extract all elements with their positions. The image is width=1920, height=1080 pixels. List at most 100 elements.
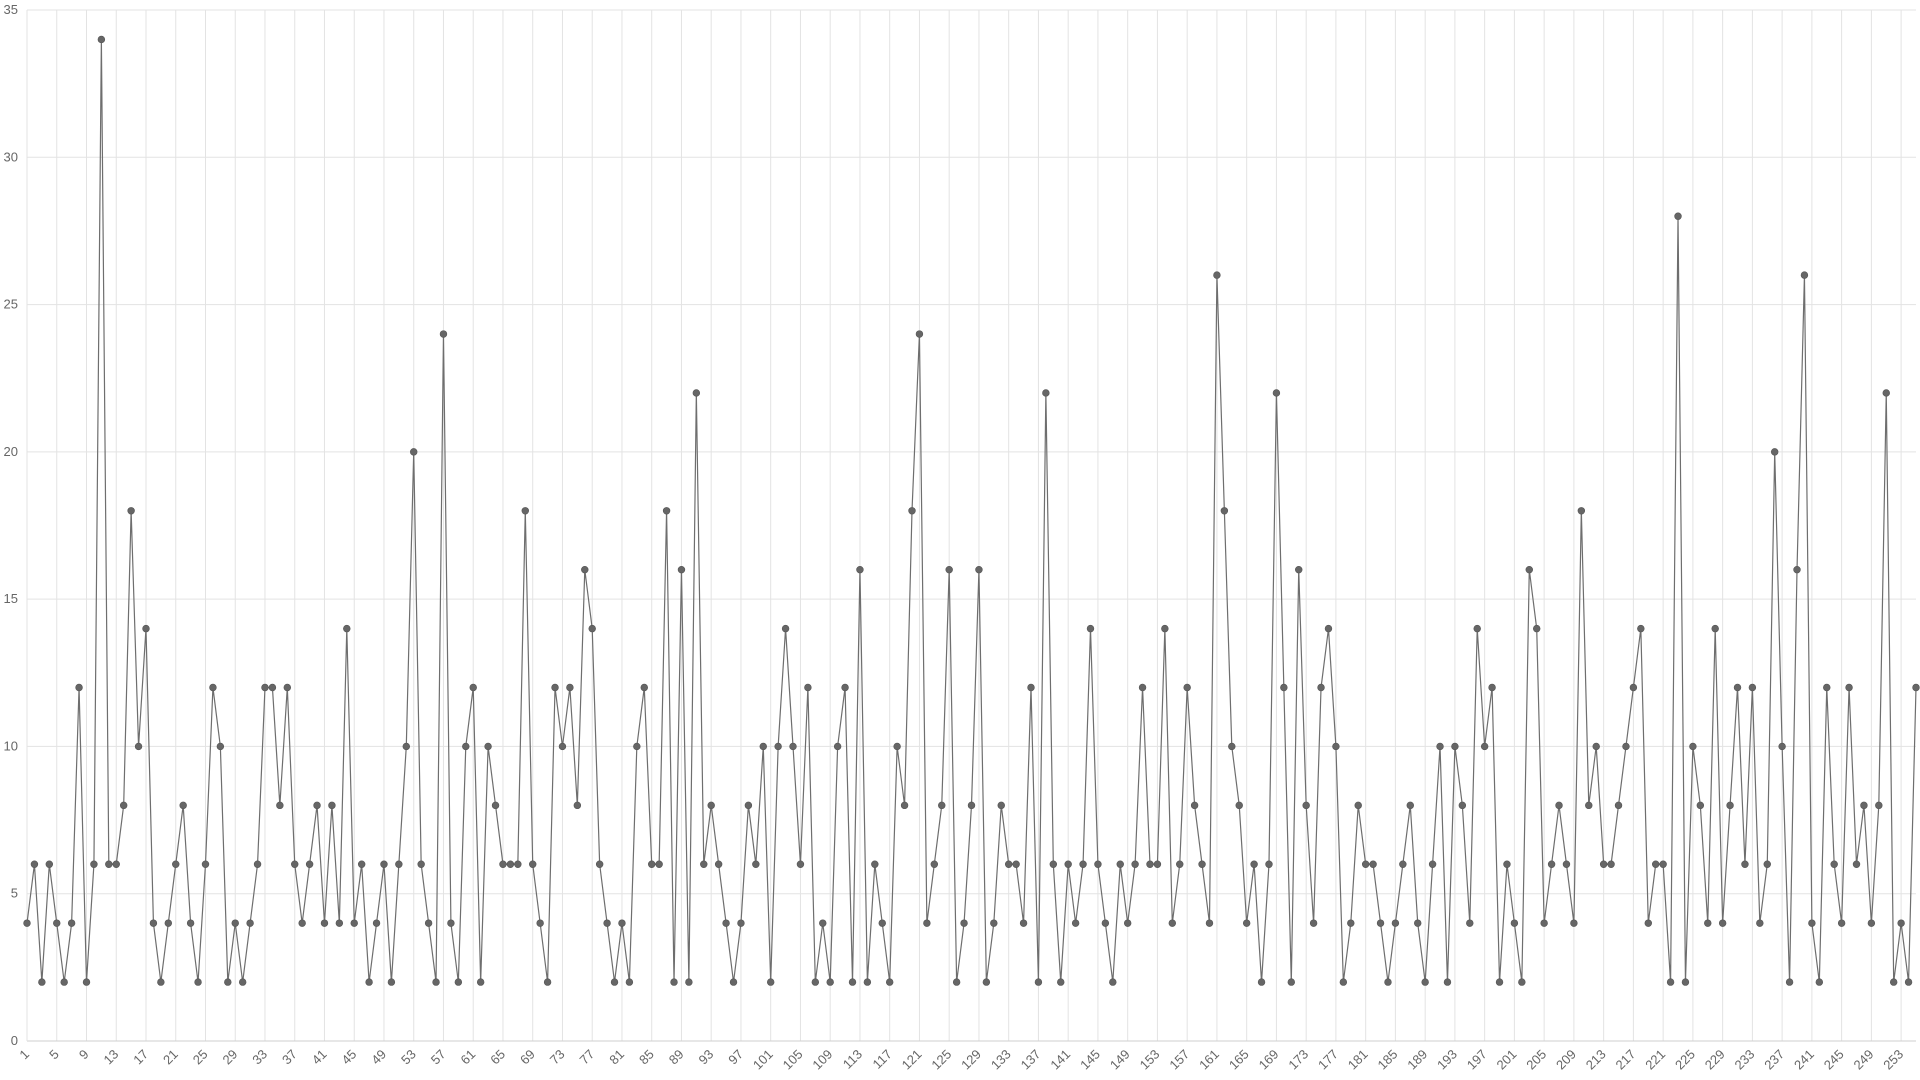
data-point bbox=[1057, 978, 1065, 986]
x-tick-label: 141 bbox=[1047, 1047, 1073, 1073]
series-layer bbox=[26, 39, 1917, 983]
data-point bbox=[328, 801, 336, 810]
x-tick-label: 17 bbox=[130, 1047, 151, 1068]
data-point bbox=[410, 448, 418, 456]
data-point bbox=[595, 860, 604, 868]
data-point bbox=[499, 860, 507, 868]
data-point bbox=[1503, 860, 1511, 868]
data-point bbox=[670, 978, 678, 986]
data-point bbox=[1644, 919, 1652, 927]
x-tick-label: 193 bbox=[1434, 1047, 1460, 1073]
y-tick-label: 25 bbox=[4, 297, 18, 312]
data-point bbox=[1614, 801, 1623, 810]
data-point bbox=[1823, 683, 1831, 692]
data-point bbox=[1837, 919, 1846, 927]
point-layer bbox=[23, 35, 1920, 986]
data-point bbox=[1808, 919, 1816, 927]
data-point bbox=[1696, 801, 1705, 810]
data-point bbox=[276, 801, 284, 810]
x-tick-label: 33 bbox=[249, 1047, 270, 1068]
data-point bbox=[1347, 919, 1355, 927]
data-point bbox=[1116, 860, 1124, 868]
data-point bbox=[1466, 919, 1474, 927]
data-point bbox=[1629, 683, 1638, 692]
data-point bbox=[729, 978, 738, 986]
data-point bbox=[610, 978, 619, 986]
data-point bbox=[1295, 565, 1303, 574]
data-point bbox=[1480, 742, 1489, 751]
x-tick-label: 101 bbox=[750, 1047, 776, 1073]
data-point bbox=[216, 742, 225, 751]
x-tick-label: 173 bbox=[1285, 1047, 1311, 1073]
x-tick-label: 229 bbox=[1702, 1047, 1728, 1073]
data-point bbox=[1592, 742, 1600, 751]
x-tick-label: 5 bbox=[46, 1047, 62, 1063]
y-tick-label: 20 bbox=[4, 444, 18, 459]
x-tick-label: 93 bbox=[695, 1047, 716, 1068]
data-point bbox=[1049, 860, 1058, 868]
x-tick-label: 181 bbox=[1345, 1047, 1371, 1073]
data-point bbox=[231, 919, 239, 927]
data-point bbox=[30, 860, 39, 868]
data-point bbox=[417, 860, 425, 868]
data-point bbox=[1793, 565, 1801, 574]
data-point bbox=[1354, 801, 1362, 810]
data-point bbox=[395, 860, 403, 868]
data-point bbox=[1555, 801, 1563, 810]
data-point bbox=[1815, 978, 1824, 986]
x-tick-label: 37 bbox=[279, 1047, 300, 1068]
data-point bbox=[1756, 919, 1764, 927]
x-tick-label: 85 bbox=[636, 1047, 657, 1068]
data-point bbox=[1391, 919, 1400, 927]
data-point bbox=[179, 801, 187, 810]
data-point bbox=[1599, 860, 1608, 868]
data-point bbox=[529, 860, 537, 868]
x-tick-label: 225 bbox=[1672, 1047, 1698, 1073]
data-point bbox=[566, 683, 574, 692]
x-tick-label: 189 bbox=[1404, 1047, 1430, 1073]
data-point bbox=[1711, 624, 1719, 633]
x-tick-labels: 1 5 9 13 17 21 25 29 33 37 41 45 49 53 57 61 65 69 73 77 81 8… bbox=[16, 1047, 1906, 1073]
data-point bbox=[1622, 742, 1630, 751]
data-point bbox=[1845, 683, 1853, 692]
data-point bbox=[677, 565, 686, 574]
x-tick-label: 145 bbox=[1077, 1047, 1103, 1073]
data-point bbox=[1220, 507, 1229, 515]
data-point bbox=[1302, 801, 1310, 810]
data-point bbox=[655, 860, 663, 868]
data-point bbox=[685, 978, 693, 986]
data-point bbox=[1860, 801, 1868, 810]
data-point bbox=[1317, 683, 1325, 692]
data-point bbox=[45, 860, 54, 868]
data-point bbox=[900, 801, 909, 810]
x-tick-label: 177 bbox=[1315, 1047, 1341, 1073]
data-point bbox=[439, 330, 448, 338]
data-point bbox=[53, 919, 61, 927]
data-point bbox=[372, 919, 381, 927]
data-point bbox=[82, 978, 91, 986]
grid-layer bbox=[26, 9, 1916, 1041]
data-point bbox=[313, 801, 321, 810]
data-point bbox=[648, 860, 656, 868]
x-tick-label: 121 bbox=[899, 1047, 925, 1073]
y-tick-label: 5 bbox=[11, 886, 18, 901]
data-point bbox=[1726, 801, 1734, 810]
data-point bbox=[1190, 801, 1199, 810]
data-point bbox=[432, 978, 440, 986]
data-point bbox=[766, 978, 775, 986]
data-point bbox=[343, 624, 351, 633]
data-point bbox=[603, 919, 611, 927]
data-point bbox=[1659, 860, 1667, 868]
y-tick-label: 15 bbox=[4, 591, 18, 606]
data-point bbox=[1198, 860, 1206, 868]
x-tick-label: 185 bbox=[1375, 1047, 1401, 1073]
data-point bbox=[700, 860, 708, 868]
data-point bbox=[462, 742, 470, 751]
data-point bbox=[149, 919, 158, 927]
y-tick-labels: 0 5 10 15 20 25 30 35 bbox=[4, 2, 18, 1048]
data-point bbox=[1897, 919, 1905, 927]
data-point bbox=[350, 919, 358, 927]
data-point bbox=[1488, 683, 1496, 692]
data-point bbox=[1094, 860, 1102, 868]
